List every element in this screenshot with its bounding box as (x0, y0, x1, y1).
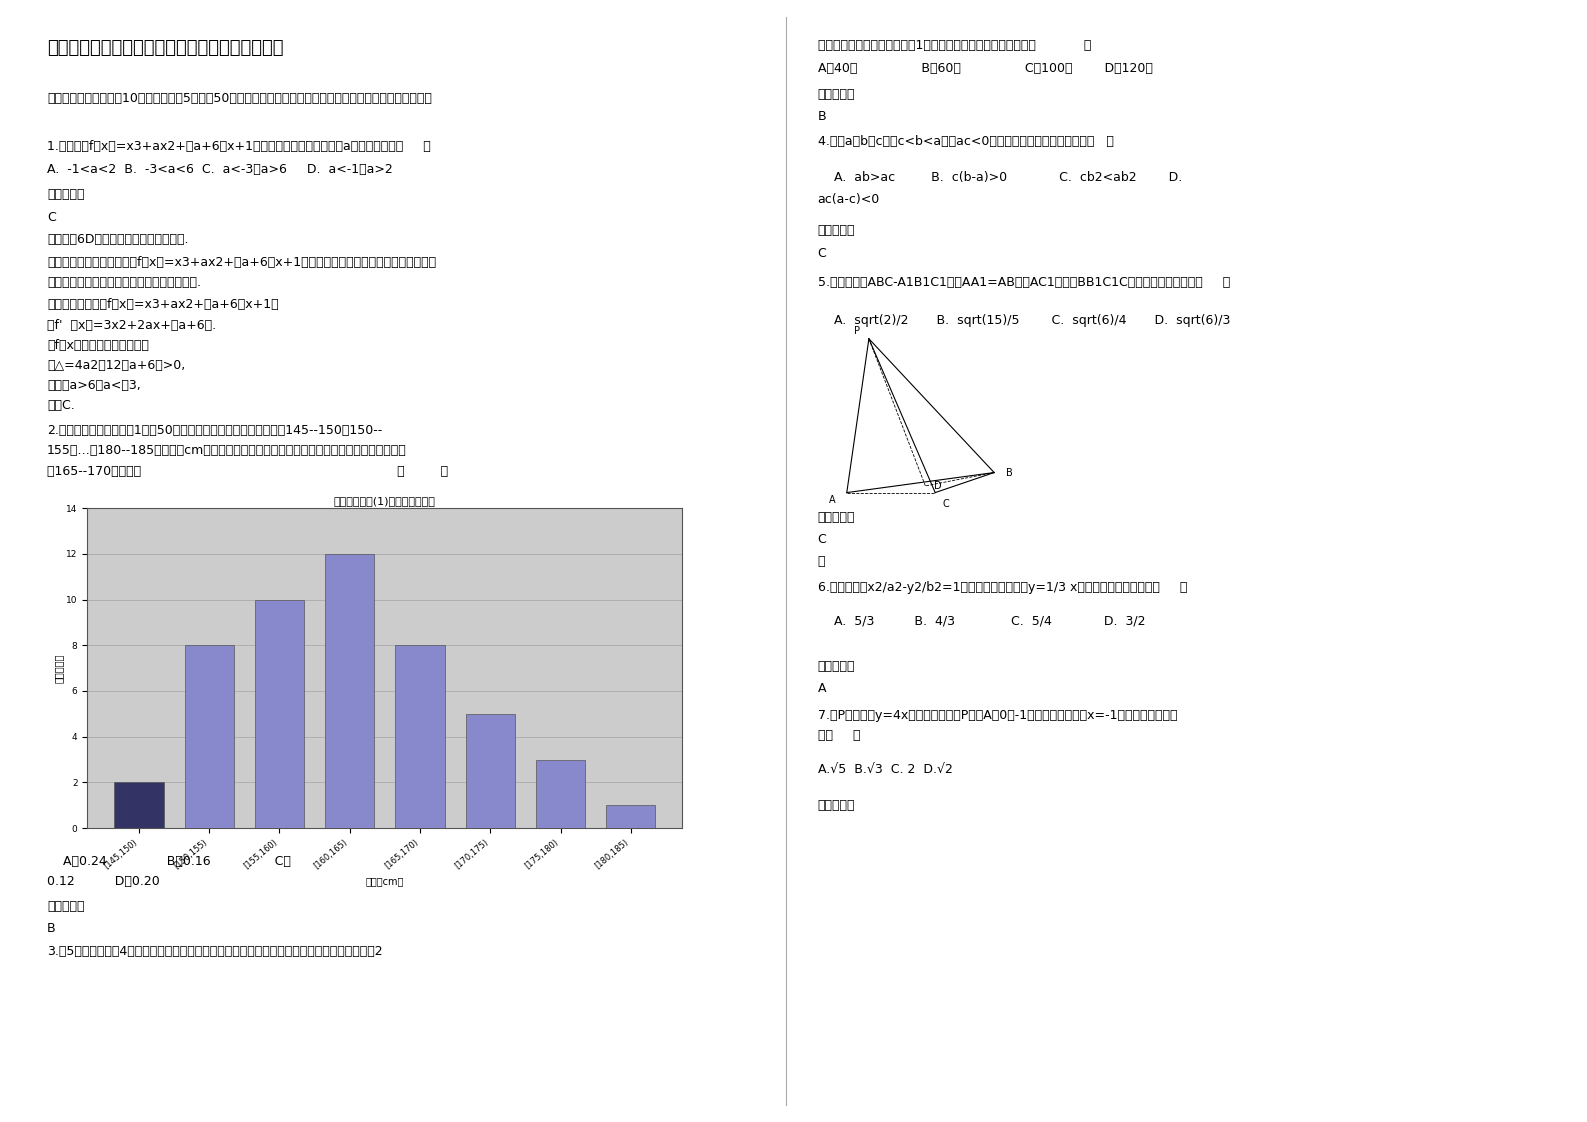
Text: 人参加，星期六、星期日各有1人参加，则不同的选派方法共有（            ）: 人参加，星期六、星期日各有1人参加，则不同的选派方法共有（ ） (817, 39, 1090, 53)
Text: 有f'  （x）=3x2+2ax+（a+6）.: 有f' （x）=3x2+2ax+（a+6）. (48, 319, 216, 332)
Bar (395, 645, 444, 828)
Text: 则△=4a2－12（a+6）>0,: 则△=4a2－12（a+6）>0, (48, 359, 186, 373)
Text: A.  sqrt(2)/2       B.  sqrt(15)/5        C.  sqrt(6)/4       D.  sqrt(6)/3: A. sqrt(2)/2 B. sqrt(15)/5 C. sqrt(6)/4 … (817, 314, 1230, 328)
Text: 是（     ）: 是（ ） (817, 729, 860, 743)
Text: 1.已知函数f（x）=x3+ax2+（a+6）x+1有极大值和极小值，则实数a的取值范围是（     ）: 1.已知函数f（x）=x3+ax2+（a+6）x+1有极大值和极小值，则实数a的… (48, 140, 432, 154)
Text: 不等的实根，利用二次方程根的判别式可解决.: 不等的实根，利用二次方程根的判别式可解决. (48, 276, 202, 289)
Text: 故选C.: 故选C. (48, 399, 75, 413)
Text: 3.从5位同学中选派4位同学在星期五、星期六、星期日参加公益活动，每人一天，要求星期五有2: 3.从5位同学中选派4位同学在星期五、星期六、星期日参加公益活动，每人一天，要求… (48, 945, 382, 958)
Text: 0.12          D、0.20: 0.12 D、0.20 (48, 875, 160, 889)
Text: 若f（x）有极大值和极小值，: 若f（x）有极大值和极小值， (48, 339, 149, 352)
Text: 155，…，180--185（单位：cm）进行分组，得到的分布情况如下图所示，由图可知样本身高: 155，…，180--185（单位：cm）进行分组，得到的分布情况如下图所示，由… (48, 444, 406, 458)
Text: A.  5/3          B.  4/3              C.  5/4             D.  3/2: A. 5/3 B. 4/3 C. 5/4 D. 3/2 (817, 615, 1146, 628)
Text: 【解答】解：由于f（x）=x3+ax2+（a+6）x+1，: 【解答】解：由于f（x）=x3+ax2+（a+6）x+1， (48, 298, 279, 312)
Text: 参考答案：: 参考答案： (817, 511, 855, 524)
Text: 参考答案：: 参考答案： (817, 799, 855, 812)
Text: 参考答案：: 参考答案： (817, 660, 855, 673)
Bar (114, 782, 163, 828)
Title: 那大中学高二(1)班学生身高统计: 那大中学高二(1)班学生身高统计 (333, 496, 436, 506)
Text: P: P (854, 327, 860, 337)
Text: 参考答案：: 参考答案： (817, 224, 855, 238)
Bar (606, 806, 655, 828)
Bar (465, 714, 514, 828)
Text: A、40种                B、60种                C、100种        D、120种: A、40种 B、60种 C、100种 D、120种 (817, 62, 1152, 75)
Text: C: C (48, 211, 56, 224)
Bar (184, 645, 233, 828)
Text: ac(a-c)<0: ac(a-c)<0 (817, 193, 879, 206)
Text: B: B (48, 922, 56, 936)
Text: A、0.24               B、0.16                C、: A、0.24 B、0.16 C、 (48, 855, 290, 868)
Bar (536, 760, 586, 828)
Y-axis label: 人数（人）: 人数（人） (54, 653, 63, 683)
Text: C: C (817, 247, 827, 260)
Text: 【考点】6D：利用导数研究函数的极值.: 【考点】6D：利用导数研究函数的极值. (48, 233, 189, 247)
Text: 7.点P是抛物线y=4x上一动点，则点P到点A（0，-1）的距离与到直线x=-1的距离和的最小值: 7.点P是抛物线y=4x上一动点，则点P到点A（0，-1）的距离与到直线x=-1… (817, 709, 1178, 723)
Text: B: B (817, 110, 827, 123)
Text: A.√5  B.√3  C. 2  D.√2: A.√5 B.√3 C. 2 D.√2 (817, 763, 952, 776)
Text: 4.已知a、b、c满足c<b<a，且ac<0，下列选项中不一定成立的是（   ）: 4.已知a、b、c满足c<b<a，且ac<0，下列选项中不一定成立的是（ ） (817, 135, 1114, 148)
Text: B: B (1006, 468, 1013, 478)
Text: 【分析】题目中条件：函数f（x）=x3+ax2+（a+6）x+1有极大值和极小值告诉我们其导数有两个: 【分析】题目中条件：函数f（x）=x3+ax2+（a+6）x+1有极大值和极小值… (48, 256, 436, 269)
Bar (256, 599, 305, 828)
Text: A: A (817, 682, 827, 696)
Text: 6.已知双曲线x2/a2-y2/b2=1的一条渐近线方程为y=1/3 x，则双曲线的离心率为（     ）: 6.已知双曲线x2/a2-y2/b2=1的一条渐近线方程为y=1/3 x，则双曲… (817, 581, 1187, 595)
Text: 在165--170的频率为                                                                （  : 在165--170的频率为 （ (48, 465, 448, 478)
Text: 略: 略 (817, 555, 825, 569)
Bar (325, 554, 375, 828)
Text: A: A (828, 495, 835, 505)
Text: D: D (935, 481, 941, 491)
Text: 2.我们对那大中学高二（1）班50名学生的身高进行了调查，按区间145--150，150--: 2.我们对那大中学高二（1）班50名学生的身高进行了调查，按区间145--150… (48, 424, 382, 438)
Text: A.  ab>ac         B.  c(b-a)>0             C.  cb2<ab2        D.: A. ab>ac B. c(b-a)>0 C. cb2<ab2 D. (817, 171, 1182, 184)
Text: C: C (817, 533, 827, 546)
X-axis label: 身高（cm）: 身高（cm） (365, 876, 405, 886)
Text: 参考答案：: 参考答案： (48, 188, 84, 202)
Text: 参考答案：: 参考答案： (48, 900, 84, 913)
Text: A.  -1<a<2  B.  -3<a<6  C.  a<-3或a>6     D.  a<-1或a>2: A. -1<a<2 B. -3<a<6 C. a<-3或a>6 D. a<-1或… (48, 163, 394, 176)
Text: 5.在正三棱柱ABC-A1B1C1中，AA1=AB，则AC1与平面BB1C1C所成的角的正弦值为（     ）: 5.在正三棱柱ABC-A1B1C1中，AA1=AB，则AC1与平面BB1C1C所… (817, 276, 1230, 289)
Text: 参考答案：: 参考答案： (817, 88, 855, 101)
Text: 一、选择题：本大题共10小题，每小题5分，共50分。在每小题给出的四个选项中，只有是一个符合题目要求的: 一、选择题：本大题共10小题，每小题5分，共50分。在每小题给出的四个选项中，只… (48, 92, 432, 105)
Text: C: C (943, 499, 949, 509)
Text: 从而有a>6或a<－3,: 从而有a>6或a<－3, (48, 379, 141, 393)
Text: 广东省潮州市磷溪中学高二数学理月考试题含解析: 广东省潮州市磷溪中学高二数学理月考试题含解析 (48, 39, 284, 57)
